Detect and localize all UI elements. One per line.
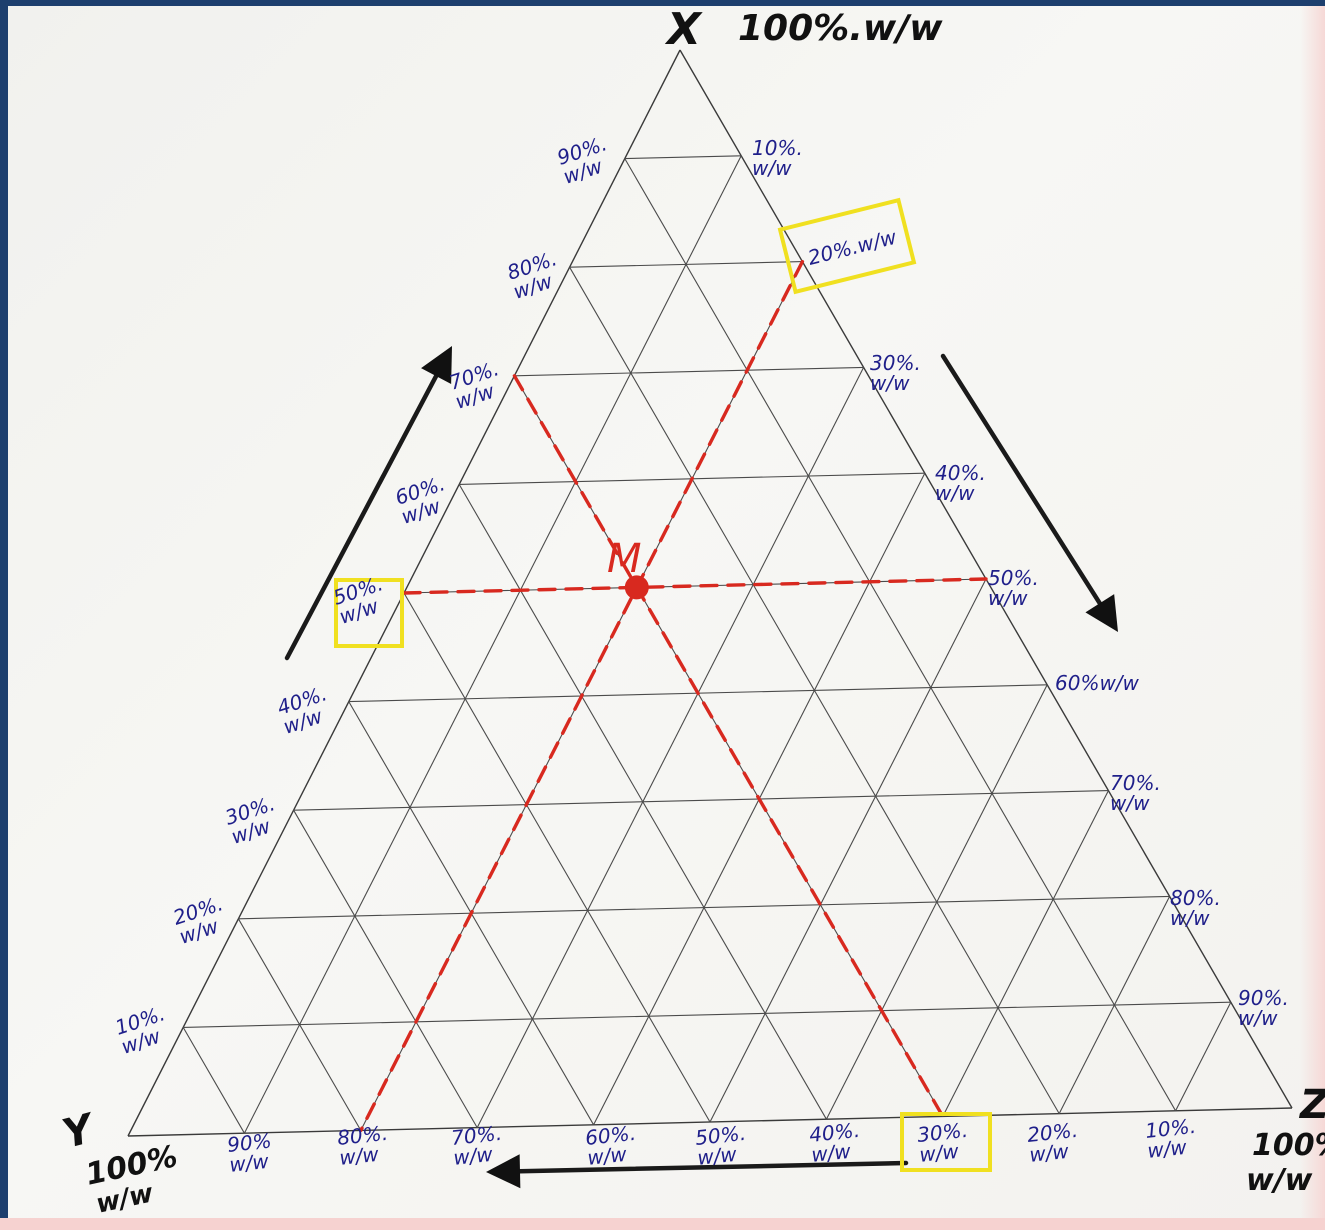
bottom-tick-label: 40%.w/w <box>808 1118 863 1167</box>
highlight-boxes <box>334 197 992 1172</box>
bottom-tick-label: 30%.w/w <box>916 1118 971 1167</box>
bottom-tick-label: 80%.w/w <box>336 1121 391 1170</box>
vertex-y-letter: Y <box>58 1105 102 1158</box>
z-constant-line <box>359 259 805 1133</box>
bottom-tick-label: 10%.w/w <box>1144 1114 1199 1163</box>
left-tick-label: 30%.w/w <box>222 791 284 849</box>
direction-arrows <box>284 346 1118 1189</box>
grid-line-z <box>243 155 742 1134</box>
grid-line-z <box>1175 1001 1232 1112</box>
arrow-shaft <box>284 373 439 661</box>
grid-line-y <box>403 592 711 1123</box>
highlight-box-y <box>334 578 404 648</box>
grid-line-y <box>513 375 944 1117</box>
right-tick-label: 30%. w/w <box>870 351 921 395</box>
right-tick-label: 10%. w/w <box>752 136 803 180</box>
bottom-tick-label: 60%.w/w <box>584 1121 639 1170</box>
mixture-point <box>624 575 649 600</box>
grid-line-z <box>942 790 1109 1117</box>
arrow-shaft <box>940 353 1103 606</box>
grid-line-y <box>293 809 478 1128</box>
bottom-tick-label: 70%.w/w <box>450 1121 505 1170</box>
background-edge-right <box>1300 6 1325 1218</box>
arrow-head <box>486 1154 521 1189</box>
right-tick-label: 80%. w/w <box>1170 886 1221 930</box>
vertex-x-letter: X <box>664 4 703 55</box>
left-tick-label: 20%.w/w <box>170 891 232 949</box>
x-constant-line <box>402 577 988 595</box>
grid-line-x <box>238 895 1170 920</box>
arrow-shaft <box>517 1160 909 1174</box>
background-edge-bottom <box>0 1218 1325 1230</box>
right-tick-label: 90%. w/w <box>1238 986 1289 1030</box>
left-tick-label: 80%.w/w <box>504 246 566 304</box>
left-tick-label: 60%.w/w <box>392 471 454 529</box>
y-constant-line <box>512 374 945 1119</box>
grid-line-z <box>476 367 865 1128</box>
left-tick-label: 90%.w/w <box>554 131 616 189</box>
right-tick-label: 20%.w/w <box>805 225 899 270</box>
arrow-head <box>1085 594 1118 632</box>
right-tick-label: 50%. w/w <box>988 566 1039 610</box>
mixture-label: M <box>607 536 642 582</box>
bottom-tick-label: 50%.w/w <box>694 1121 749 1170</box>
grid-line-x <box>183 1001 1231 1028</box>
grid-line-y <box>624 158 1177 1112</box>
grid-line-y <box>569 266 1060 1114</box>
grid-line-x <box>514 366 864 377</box>
highlight-box-z <box>900 1112 992 1172</box>
grid-line-y <box>182 1027 245 1134</box>
bottom-tick-label: 20%.w/w <box>1026 1118 1081 1167</box>
mixture-construction-lines <box>359 259 988 1133</box>
tick-labels: 10%. w/w 20%.w/w 30%. w/w 40%. w/w 50%. w/w 60%w/… <box>112 131 1289 1177</box>
grid-line-x <box>624 155 742 160</box>
arrow-head <box>421 346 452 385</box>
right-tick-label: 40%. w/w <box>935 461 986 505</box>
arrow-right-side <box>940 353 1118 632</box>
vertex-z-unit: w/w <box>1246 1163 1313 1198</box>
right-tick-label: 60%w/w <box>1055 671 1140 695</box>
arrow-left-side <box>284 346 452 661</box>
grid-line-x <box>293 790 1109 811</box>
highlight-box-x <box>777 197 917 295</box>
bottom-tick-label: 90%w/w <box>226 1128 275 1176</box>
right-tick-label: 70%. w/w <box>1110 771 1161 815</box>
left-tick-label: 10%.w/w <box>112 1001 174 1059</box>
vertex-z-label: 100% <box>1252 1128 1325 1163</box>
vertex-z-letter: Z <box>1298 1082 1325 1128</box>
vertex-x-label: 100%.w/w <box>738 8 943 49</box>
grid-line-z <box>709 578 987 1123</box>
triangle-grid <box>127 49 1293 1137</box>
arrow-bottom <box>486 1154 909 1189</box>
left-tick-label: 40%.w/w <box>274 681 336 739</box>
